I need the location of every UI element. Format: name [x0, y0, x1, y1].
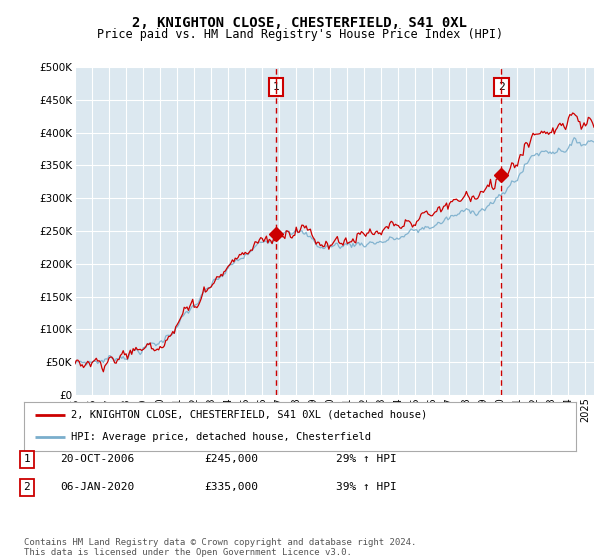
- Text: 29% ↑ HPI: 29% ↑ HPI: [336, 454, 397, 464]
- Text: HPI: Average price, detached house, Chesterfield: HPI: Average price, detached house, Ches…: [71, 432, 371, 442]
- Text: 20-OCT-2006: 20-OCT-2006: [60, 454, 134, 464]
- Text: Contains HM Land Registry data © Crown copyright and database right 2024.
This d: Contains HM Land Registry data © Crown c…: [24, 538, 416, 557]
- Text: 39% ↑ HPI: 39% ↑ HPI: [336, 482, 397, 492]
- Text: 06-JAN-2020: 06-JAN-2020: [60, 482, 134, 492]
- Text: Price paid vs. HM Land Registry's House Price Index (HPI): Price paid vs. HM Land Registry's House …: [97, 28, 503, 41]
- Text: 2: 2: [498, 82, 505, 92]
- Text: 2, KNIGHTON CLOSE, CHESTERFIELD, S41 0XL: 2, KNIGHTON CLOSE, CHESTERFIELD, S41 0XL: [133, 16, 467, 30]
- Text: £335,000: £335,000: [204, 482, 258, 492]
- Text: £245,000: £245,000: [204, 454, 258, 464]
- Text: 1: 1: [272, 82, 279, 92]
- Text: 1: 1: [23, 454, 31, 464]
- Text: 2, KNIGHTON CLOSE, CHESTERFIELD, S41 0XL (detached house): 2, KNIGHTON CLOSE, CHESTERFIELD, S41 0XL…: [71, 410, 427, 420]
- Text: 2: 2: [23, 482, 31, 492]
